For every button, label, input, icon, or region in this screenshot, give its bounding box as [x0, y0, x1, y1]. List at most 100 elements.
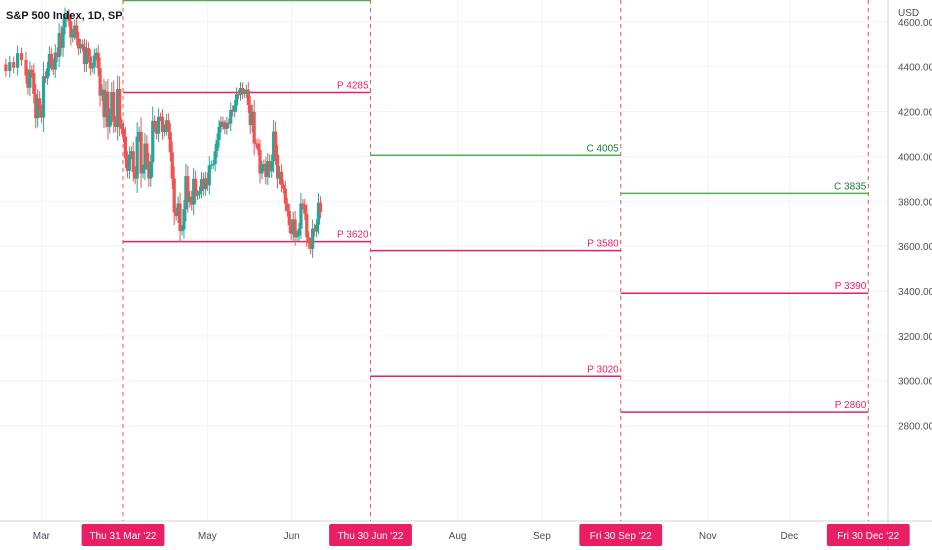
date-tag-label: Fri 30 Sep '22 [590, 531, 652, 542]
candle-body [275, 155, 280, 179]
candle-body [75, 25, 79, 39]
chart-title: S&P 500 Index, 1D, SP [6, 10, 123, 22]
candle-body [270, 161, 274, 172]
price-tick-label: 4600.00 [898, 18, 932, 29]
candle-body [110, 91, 114, 116]
candle-body [38, 98, 42, 111]
date-tag-label: Fri 30 Dec '22 [837, 531, 899, 542]
price-tick-label: 4000.00 [898, 152, 932, 163]
candle-body [203, 178, 207, 190]
candle-body [250, 111, 254, 125]
time-tick-label: Nov [699, 531, 717, 542]
candle-body [303, 205, 307, 214]
date-tag-background [329, 524, 412, 546]
candle-body [260, 166, 264, 174]
candle-body [287, 210, 291, 226]
candle-body [194, 178, 198, 196]
candle-body [100, 89, 104, 96]
candle-body [248, 105, 252, 125]
candle-body [311, 228, 315, 249]
candle-body [57, 33, 61, 58]
candle-body [102, 89, 106, 118]
candle-body [221, 121, 225, 125]
candle-body [233, 105, 237, 112]
candle-body [182, 209, 186, 230]
candle-body [219, 121, 223, 127]
candle-body [158, 116, 163, 118]
candle-body [98, 68, 102, 96]
candle-body [92, 55, 96, 68]
time-tick-label: Aug [449, 531, 467, 542]
candle-body [153, 120, 157, 127]
candle-body [69, 21, 73, 38]
candle-body [314, 224, 319, 232]
candle-body [51, 63, 55, 70]
candle-body [67, 14, 71, 22]
candle-body [180, 229, 184, 232]
candle-body [176, 203, 180, 216]
candle-body [266, 161, 270, 178]
pre-candle-body [8, 62, 12, 72]
candle-body [80, 44, 85, 47]
strike-level-label: P 3390 [835, 281, 867, 292]
candle-body [170, 152, 174, 179]
candle-body [108, 115, 112, 127]
candle-body [211, 164, 215, 166]
candle-body [305, 213, 309, 238]
candle-body [129, 151, 133, 155]
time-axis: Mar Thu 31 Mar '22 May Jun Thu 30 Jun '22 Aug… [33, 524, 910, 546]
candle-body [297, 228, 301, 236]
candle-body [178, 203, 182, 232]
candle-body [318, 202, 323, 213]
candle-body [240, 87, 245, 94]
pre-candle-body [4, 64, 8, 72]
candle-body [114, 121, 118, 127]
date-tag-label: Thu 30 Jun '22 [338, 531, 404, 542]
candle-body [135, 136, 139, 179]
candle-body [34, 94, 38, 119]
candle-body [127, 154, 131, 171]
candle-body [291, 219, 295, 234]
candle-body [82, 46, 87, 64]
strike-level-label: P 2860 [835, 400, 867, 411]
date-tag-background [579, 524, 663, 546]
strike-level-label: P 4285 [337, 80, 369, 91]
candle-body [231, 109, 235, 112]
time-tick-label: May [198, 531, 217, 542]
currency-label: USD [898, 8, 919, 19]
candle-body [277, 171, 282, 179]
price-tick-label: 3200.00 [898, 332, 932, 343]
candle-body [86, 48, 90, 57]
candle-body [73, 25, 77, 34]
candle-body [258, 149, 262, 174]
candle-body [121, 128, 126, 137]
candle-body [309, 243, 313, 249]
candle-body [139, 131, 143, 174]
candle-body [313, 228, 317, 232]
candle-body [197, 191, 202, 195]
strike-level-label: P 3020 [587, 364, 619, 375]
date-tag-background [81, 524, 165, 546]
candle-body [207, 165, 211, 186]
candle-body [186, 176, 190, 203]
candle-body [272, 131, 276, 162]
candle-body [242, 92, 246, 94]
strike-level-label: C 3835 [834, 181, 867, 192]
candle-body [166, 120, 170, 133]
price-tick-label: 3800.00 [898, 197, 932, 208]
candle-body [131, 151, 135, 173]
candle-body [88, 56, 92, 69]
price-tick-label: 2800.00 [898, 422, 932, 433]
candle-body [104, 91, 108, 118]
candle-body [24, 59, 28, 76]
candle-body [293, 219, 297, 238]
candle-body [147, 161, 151, 179]
candle-body [112, 91, 116, 122]
pre-candle-body [19, 53, 24, 60]
candles [4, 7, 323, 258]
pre-candle-body [12, 62, 16, 68]
candle-body [254, 143, 258, 145]
time-tick-label: Mar [33, 531, 51, 542]
